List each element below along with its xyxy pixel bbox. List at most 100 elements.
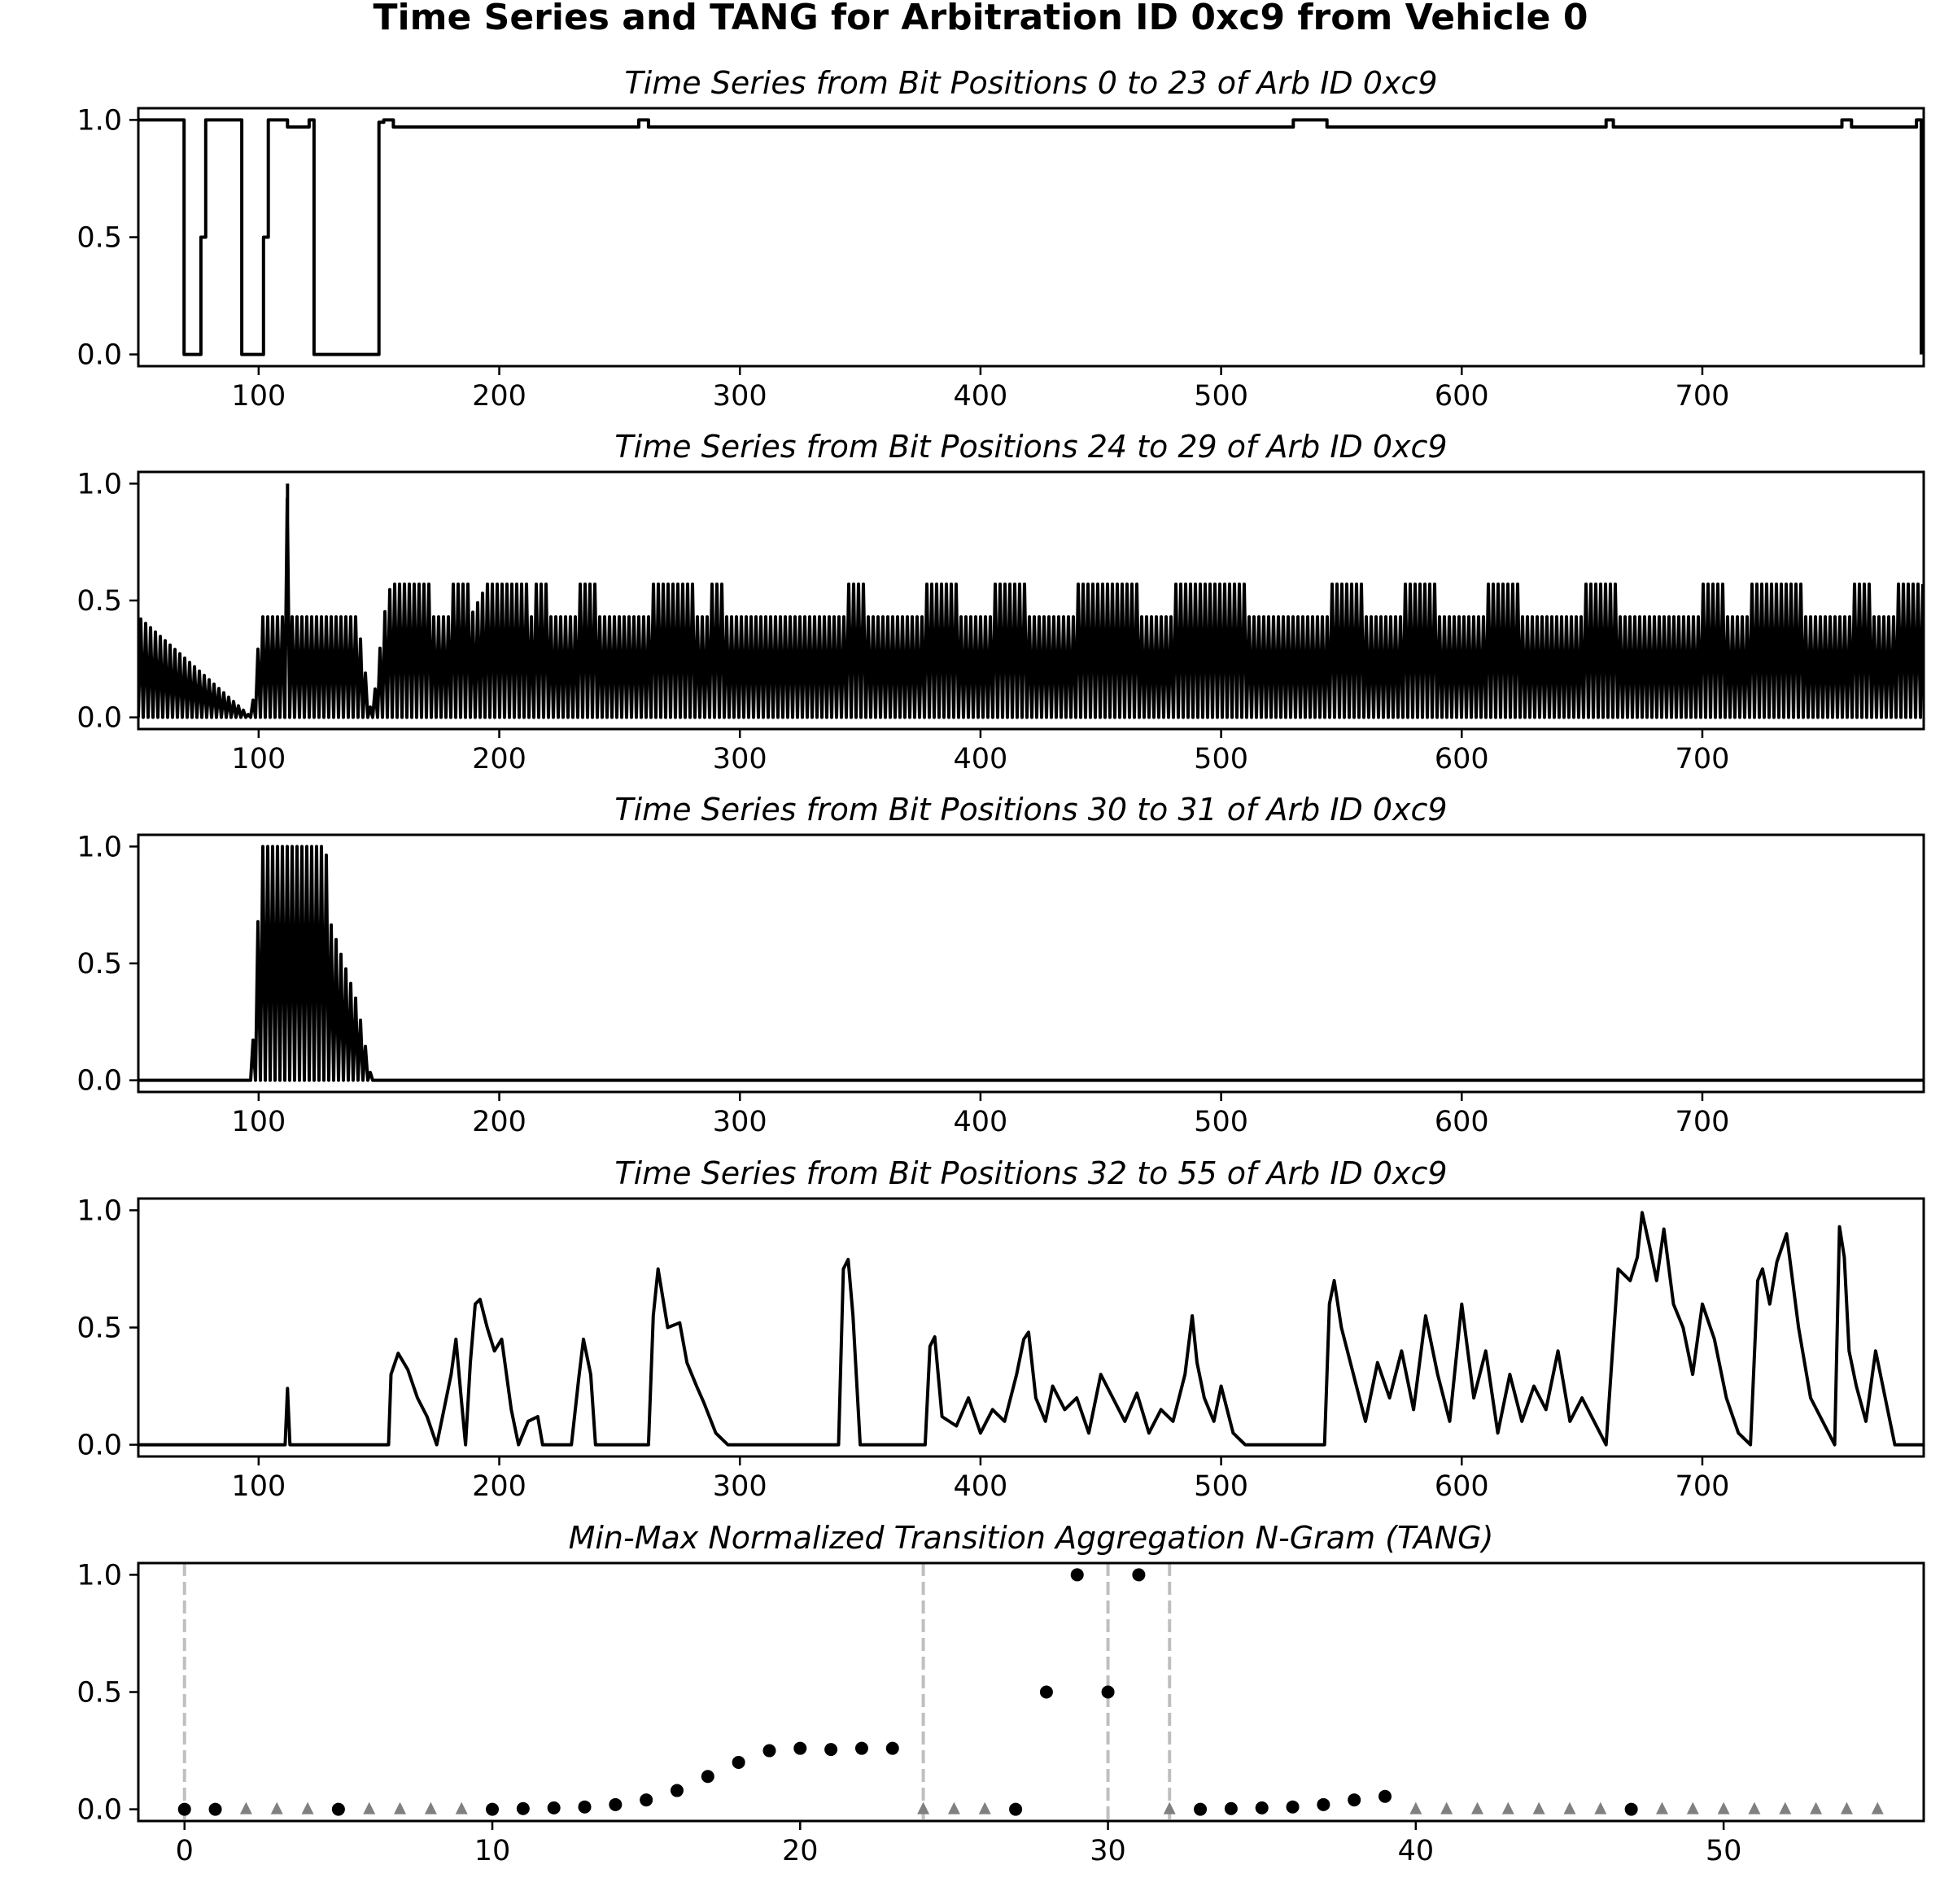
data-point	[1624, 1802, 1638, 1816]
data-point-triangle	[1748, 1801, 1761, 1814]
x-tick-label: 300	[713, 1470, 767, 1503]
data-point-triangle	[1594, 1801, 1607, 1814]
x-tick-label: 600	[1435, 1470, 1489, 1503]
x-tick-label: 100	[231, 1106, 286, 1138]
plot-area	[138, 118, 1923, 356]
data-point-triangle	[301, 1801, 314, 1814]
data-point-triangle	[1871, 1801, 1884, 1814]
x-tick-label: 500	[1194, 1470, 1248, 1503]
data-point-triangle	[1532, 1801, 1545, 1814]
x-tick-label: 10	[474, 1835, 511, 1867]
x-tick-label: 700	[1676, 1106, 1730, 1138]
data-point-triangle	[1563, 1801, 1576, 1814]
data-point	[547, 1801, 561, 1814]
x-tick-label: 50	[1706, 1835, 1742, 1867]
data-point-triangle	[270, 1801, 283, 1814]
plot-area	[138, 483, 1924, 719]
data-point	[516, 1801, 530, 1815]
axes-frame	[137, 1197, 1925, 1458]
x-tick-label: 200	[472, 1106, 526, 1138]
x-tick-label: 100	[231, 743, 286, 775]
plot-area	[138, 845, 1923, 1082]
data-point	[1039, 1685, 1053, 1699]
data-point	[732, 1755, 745, 1769]
data-point-triangle	[1471, 1801, 1483, 1814]
data-point	[1317, 1797, 1330, 1811]
x-tick-label: 20	[782, 1835, 819, 1867]
series-line-1	[138, 483, 1924, 719]
data-point	[609, 1797, 623, 1811]
y-tick-label: 0.5	[76, 585, 122, 618]
panel-title: Min-Max Normalized Transition Aggregatio…	[569, 1520, 1494, 1556]
series-line-1	[138, 118, 1923, 356]
y-tick-label: 0.5	[76, 1677, 122, 1710]
panel-title: Time Series from Bit Positions 30 to 31 …	[614, 792, 1447, 828]
axes-frame	[137, 833, 1925, 1094]
y-tick-label: 1.0	[76, 831, 122, 863]
data-point-triangle	[455, 1801, 468, 1814]
data-point-triangle	[1163, 1801, 1176, 1814]
y-tick-label: 0.0	[76, 1430, 122, 1462]
data-point	[701, 1770, 714, 1784]
data-point	[640, 1793, 653, 1807]
y-tick-label: 1.0	[76, 1194, 122, 1227]
y-tick-label: 1.0	[76, 104, 122, 137]
data-point	[854, 1741, 868, 1755]
data-point	[824, 1743, 838, 1757]
x-tick-label: 700	[1676, 743, 1730, 775]
data-point	[1009, 1802, 1023, 1816]
y-tick-label: 0.0	[76, 702, 122, 735]
data-point-triangle	[424, 1801, 437, 1814]
data-point-triangle	[1840, 1801, 1853, 1814]
y-tick-label: 0.5	[76, 948, 122, 980]
data-point	[885, 1741, 899, 1755]
axes-frame	[137, 107, 1925, 368]
data-point-triangle	[1655, 1801, 1668, 1814]
data-point	[1070, 1568, 1084, 1582]
x-tick-label: 600	[1435, 1106, 1489, 1138]
y-tick-label: 0.0	[76, 1794, 122, 1827]
plot-area	[138, 1211, 1924, 1447]
chart-panel-2: Time Series from Bit Positions 24 to 29 …	[76, 429, 1925, 775]
data-point	[1194, 1802, 1208, 1816]
x-tick-label: 500	[1194, 743, 1248, 775]
data-point-triangle	[394, 1801, 407, 1814]
y-tick-label: 0.0	[76, 339, 122, 372]
data-point	[177, 1802, 191, 1816]
chart-panel-1: Time Series from Bit Positions 0 to 23 o…	[76, 65, 1925, 413]
y-tick-label: 0.5	[76, 1312, 122, 1345]
x-tick-label: 400	[953, 743, 1007, 775]
x-tick-label: 200	[472, 1470, 526, 1503]
x-tick-label: 400	[953, 1470, 1007, 1503]
data-point	[1255, 1801, 1269, 1814]
data-point-triangle	[978, 1801, 991, 1814]
x-tick-label: 40	[1398, 1835, 1435, 1867]
data-point	[670, 1784, 684, 1797]
panel-title: Time Series from Bit Positions 0 to 23 o…	[624, 65, 1437, 101]
x-tick-label: 500	[1194, 380, 1248, 413]
series-line-1	[138, 1211, 1924, 1447]
data-point	[1286, 1800, 1300, 1814]
y-tick-label: 1.0	[76, 1559, 122, 1592]
x-tick-label: 200	[472, 380, 526, 413]
panel-title: Time Series from Bit Positions 24 to 29 …	[614, 429, 1447, 465]
panel-title: Time Series from Bit Positions 32 to 55 …	[614, 1155, 1447, 1191]
x-tick-label: 300	[713, 380, 767, 413]
data-point	[1348, 1793, 1361, 1807]
chart-panel-5: Min-Max Normalized Transition Aggregatio…	[76, 1520, 1925, 1867]
axes-frame	[137, 1561, 1925, 1823]
data-point-triangle	[363, 1801, 376, 1814]
x-tick-label: 400	[953, 380, 1007, 413]
x-tick-label: 300	[713, 1106, 767, 1138]
x-tick-label: 500	[1194, 1106, 1248, 1138]
data-point-triangle	[239, 1801, 252, 1814]
data-point	[1132, 1568, 1146, 1582]
data-point-triangle	[1440, 1801, 1453, 1814]
data-point-triangle	[947, 1801, 960, 1814]
data-point	[486, 1802, 500, 1816]
x-tick-label: 300	[713, 743, 767, 775]
data-point-triangle	[1409, 1801, 1422, 1814]
series-line-1	[138, 845, 1923, 1082]
x-tick-label: 600	[1435, 743, 1489, 775]
